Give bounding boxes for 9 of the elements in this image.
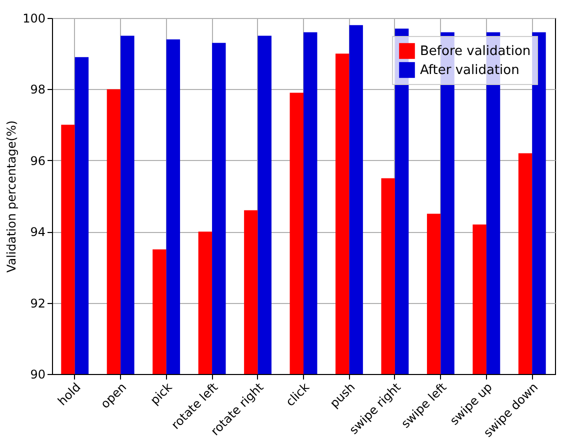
- y-tick-label: 96: [30, 154, 46, 168]
- y-tick-label: 92: [30, 296, 46, 310]
- y-axis-title: Validation percentage(%): [4, 120, 19, 273]
- y-tick-label: 90: [30, 368, 46, 382]
- legend-label: Before validation: [420, 44, 531, 59]
- legend-label: After validation: [420, 63, 520, 78]
- y-tick-label: 100: [22, 12, 46, 26]
- y-tick-label: 98: [30, 82, 46, 97]
- y-tick-label: 94: [30, 225, 46, 240]
